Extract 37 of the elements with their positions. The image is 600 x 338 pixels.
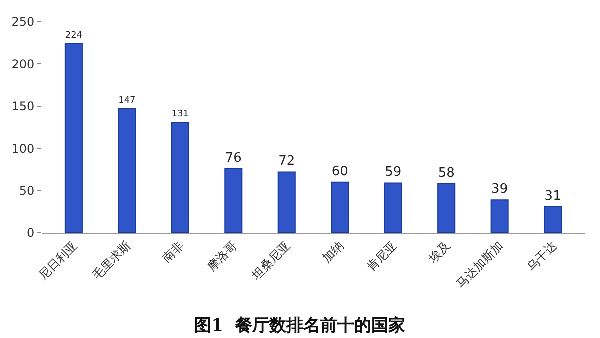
bar [118, 108, 136, 233]
data-label: 224 [65, 31, 83, 42]
y-tick-label: 100 [12, 142, 35, 156]
x-tick-label: 南非 [160, 238, 187, 266]
data-label: 72 [278, 154, 296, 170]
x-tick-label: 尼日利亚 [36, 238, 80, 283]
data-label: 131 [172, 110, 189, 120]
bar [544, 206, 562, 233]
y-tick-label: 150 [12, 100, 35, 114]
bar [438, 184, 456, 233]
bar [384, 182, 402, 233]
bar [331, 182, 350, 233]
y-tick-label: 50 [19, 184, 35, 198]
x-tick-label: 乌干达 [524, 238, 560, 274]
bar [64, 43, 83, 233]
bar [490, 200, 509, 233]
data-label: 76 [225, 150, 242, 166]
x-tick-label: 埃及 [425, 238, 453, 266]
data-label: 31 [544, 188, 562, 204]
y-tick-label: 200 [12, 57, 35, 72]
y-tick-label: 250 [12, 15, 35, 30]
bar [171, 122, 190, 233]
x-tick-label: 加纳 [320, 238, 346, 266]
x-tick-label: 毛里求斯 [90, 238, 134, 283]
bar [278, 172, 296, 233]
x-tick-label: 摩洛哥 [204, 238, 240, 274]
x-tick-label: 坦桑尼亚 [248, 238, 294, 284]
text: 图1 餐厅数排名前十的国家 [194, 316, 406, 336]
x-tick-label: 马达加斯加 [454, 238, 506, 292]
data-label: 58 [438, 166, 455, 182]
bar [224, 168, 243, 233]
data-label: 60 [332, 164, 348, 180]
data-label: 147 [118, 96, 136, 106]
y-tick-label: 0 [26, 226, 35, 240]
x-tick-label: 肯尼亚 [364, 238, 400, 274]
data-label: 59 [385, 165, 402, 180]
data-label: 39 [492, 182, 508, 198]
